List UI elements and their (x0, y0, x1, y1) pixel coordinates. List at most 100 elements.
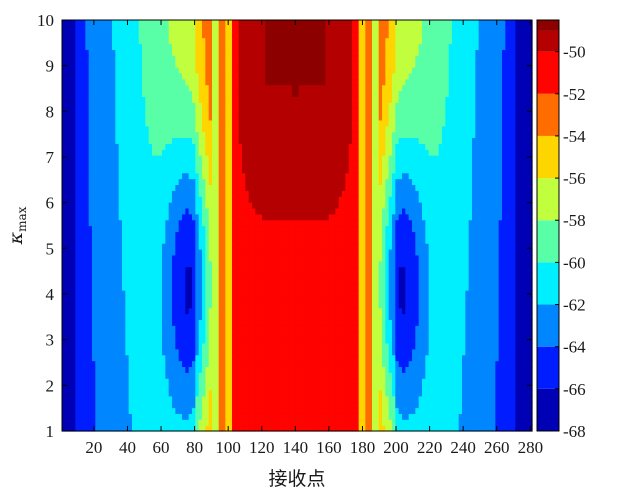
contour-cell (145, 413, 150, 420)
contour-cell (448, 290, 453, 297)
contour-cell (482, 237, 486, 244)
contour-cell (135, 378, 140, 385)
contour-cell (138, 378, 143, 385)
contour-cell (75, 384, 80, 391)
contour-cell (415, 395, 420, 403)
contour-cell (432, 295, 436, 303)
contour-cell (232, 325, 236, 332)
contour-cell (198, 248, 203, 256)
contour-cell (412, 395, 416, 403)
contour-cell (302, 425, 306, 432)
contour-cell (108, 237, 113, 244)
contour-cell (228, 407, 233, 414)
contour-cell (138, 331, 143, 338)
contour-cell (142, 407, 146, 414)
contour-cell (475, 389, 480, 397)
contour-cell (385, 307, 390, 315)
contour-cell (112, 278, 116, 285)
contour-cell (338, 313, 343, 321)
contour-cell (235, 284, 240, 291)
contour-cell (268, 419, 273, 426)
contour-cell (388, 331, 393, 338)
contour-cell (432, 401, 436, 409)
contour-cell (512, 290, 516, 297)
contour-cell (282, 254, 286, 262)
contour-cell (235, 348, 240, 356)
contour-cell (498, 395, 503, 403)
contour-cell (402, 307, 406, 315)
contour-cell (185, 319, 190, 326)
contour-cell (488, 384, 493, 391)
contour-cell (258, 413, 263, 420)
contour-cell (392, 360, 396, 368)
contour-cell (235, 425, 240, 432)
contour-cell (312, 237, 316, 244)
contour-cell (208, 419, 213, 426)
contour-cell (118, 425, 123, 432)
contour-cell (112, 354, 116, 362)
contour-cell (245, 360, 250, 368)
contour-cell (332, 266, 336, 274)
contour-cell (102, 260, 106, 268)
contour-cell (382, 348, 386, 356)
contour-cell (468, 384, 473, 391)
contour-cell (432, 407, 436, 414)
contour-cell (345, 384, 350, 391)
contour-cell (368, 360, 373, 368)
contour-cell (68, 237, 73, 244)
contour-cell (112, 254, 116, 262)
contour-cell (238, 384, 243, 391)
contour-cell (288, 407, 293, 414)
contour-cell (255, 248, 260, 256)
contour-cell (165, 413, 170, 420)
contour-cell (268, 378, 273, 385)
contour-cell (175, 378, 180, 385)
contour-cell (218, 260, 223, 268)
contour-cell (215, 384, 220, 391)
contour-cell (302, 284, 306, 291)
contour-cell (148, 413, 153, 420)
contour-cell (212, 231, 216, 238)
contour-cell (228, 301, 233, 309)
contour-cell (438, 284, 443, 291)
contour-cell (148, 425, 153, 432)
contour-cell (208, 384, 213, 391)
contour-cell (402, 366, 406, 373)
contour-cell (205, 389, 210, 397)
contour-cell (268, 413, 273, 420)
contour-cell (418, 243, 423, 250)
contour-cell (312, 419, 316, 426)
contour-cell (202, 313, 206, 321)
contour-cell (78, 284, 83, 291)
contour-cell (162, 372, 166, 379)
contour-cell (218, 307, 223, 315)
contour-cell (85, 231, 90, 238)
contour-cell (75, 419, 80, 426)
contour-cell (355, 407, 360, 414)
contour-cell (215, 225, 220, 232)
contour-cell (495, 243, 500, 250)
contour-cell (518, 425, 523, 432)
contour-cell (518, 395, 523, 403)
contour-cell (322, 372, 326, 379)
contour-cell (445, 295, 450, 303)
contour-cell (65, 307, 70, 315)
contour-cell (395, 360, 400, 368)
contour-cell (408, 278, 413, 285)
contour-cell (105, 225, 110, 232)
contour-cell (92, 342, 96, 350)
contour-cell (128, 278, 133, 285)
contour-cell (488, 401, 493, 409)
contour-cell (435, 384, 440, 391)
contour-cell (242, 348, 246, 356)
contour-cell (198, 389, 203, 397)
contour-cell (442, 290, 446, 297)
contour-cell (478, 266, 483, 274)
contour-cell (255, 384, 260, 391)
contour-cell (258, 372, 263, 379)
contour-cell (248, 237, 253, 244)
contour-cell (202, 284, 206, 291)
contour-cell (315, 231, 320, 238)
contour-cell (382, 307, 386, 315)
contour-cell (132, 401, 136, 409)
